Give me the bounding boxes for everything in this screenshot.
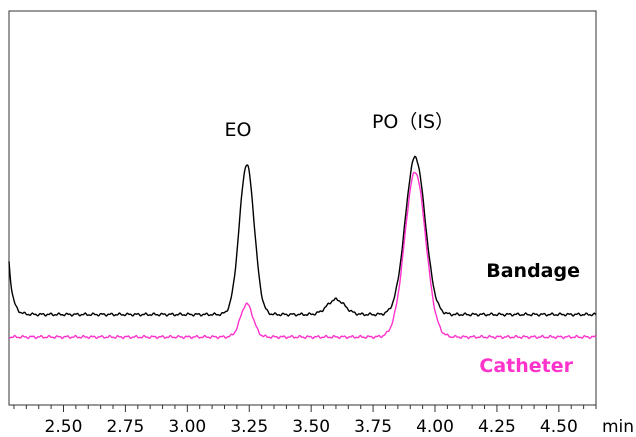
x-tick-label: 4.50: [540, 417, 578, 437]
x-tick-label: 3.50: [292, 417, 330, 437]
x-tick-label: 3.25: [230, 417, 268, 437]
x-tick-label: 2.50: [45, 417, 83, 437]
x-tick-label: 3.00: [168, 417, 206, 437]
x-axis-unit: min: [602, 417, 634, 437]
plot-frame: [8, 10, 597, 406]
x-tick-label: 3.75: [354, 417, 392, 437]
x-tick-label: 2.75: [106, 417, 144, 437]
series-label-catheter: Catheter: [479, 355, 573, 377]
series-line-bandage: [8, 155, 597, 317]
series-line-catheter: [8, 171, 597, 340]
x-axis-ticks: 2.50 2.75 3.00 3.25 3.50 3.75 4.00 4.25 4.50: [13, 405, 597, 437]
x-tick-label: 4.25: [478, 417, 516, 437]
po-is-peak-label: PO（IS）: [372, 111, 454, 133]
x-tick-label: 4.00: [416, 417, 454, 437]
series-lines: [8, 155, 597, 340]
series-label-bandage: Bandage: [486, 260, 580, 282]
eo-peak-label: EO: [225, 119, 252, 141]
